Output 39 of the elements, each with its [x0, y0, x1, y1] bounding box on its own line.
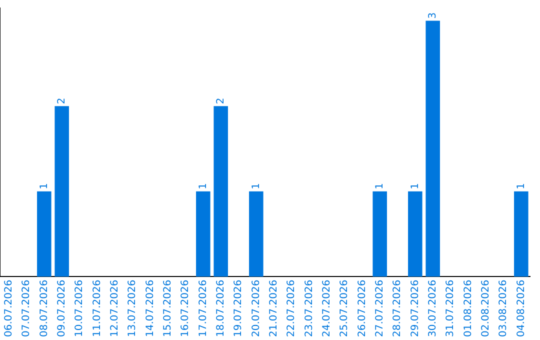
x-tick-label: 10.07.2026: [74, 280, 86, 338]
x-tick-label: 18.07.2026: [215, 280, 226, 338]
x-tick-label: 28.07.2026: [392, 280, 404, 338]
x-tick-label: 17.07.2026: [198, 280, 209, 338]
x-tick-label: 26.07.2026: [356, 280, 368, 338]
x-tick-label: 11.07.2026: [92, 280, 103, 338]
x-tick-label: 23.07.2026: [304, 280, 315, 338]
x-tick-label: 25.07.2026: [339, 280, 350, 338]
data-label: 3: [427, 12, 438, 19]
data-label: 1: [198, 183, 209, 190]
x-tick-label: 04.08.2026: [516, 280, 527, 338]
x-tick-label: 24.07.2026: [321, 280, 332, 338]
x-tick-label: 02.08.2026: [480, 280, 492, 338]
x-tick-label: 21.07.2026: [268, 280, 280, 338]
x-tick-label: 29.07.2026: [410, 280, 421, 338]
x-tick-label: 15.07.2026: [162, 280, 174, 338]
x-tick-label: 13.07.2026: [127, 280, 138, 338]
x-tick-label: 14.07.2026: [144, 280, 156, 338]
x-tick-label: 12.07.2026: [109, 280, 120, 338]
data-label: 1: [250, 183, 262, 190]
data-label: 2: [56, 98, 68, 104]
x-tick-label: 07.07.2026: [21, 280, 32, 338]
data-label: 1: [516, 183, 527, 190]
data-label: 1: [374, 183, 386, 190]
x-tick-label: 30.07.2026: [427, 280, 438, 338]
x-tick-label: 09.07.2026: [56, 280, 68, 338]
x-tick-label: 01.08.2026: [462, 280, 474, 338]
x-tick-label: 06.07.2026: [3, 280, 14, 338]
x-tick-label: 03.08.2026: [498, 280, 510, 338]
data-label: 1: [410, 183, 421, 190]
data-label: 2: [215, 98, 226, 104]
x-tick-label: 16.07.2026: [180, 280, 192, 338]
x-tick-label: 20.07.2026: [250, 280, 262, 338]
x-tick-label: 08.07.2026: [38, 280, 50, 338]
x-tick-label: 19.07.2026: [233, 280, 244, 338]
data-label: 1: [38, 183, 50, 190]
x-tick-label: 22.07.2026: [286, 280, 298, 338]
x-tick-label: 27.07.2026: [374, 280, 386, 338]
x-tick-label: 31.07.2026: [445, 280, 456, 338]
